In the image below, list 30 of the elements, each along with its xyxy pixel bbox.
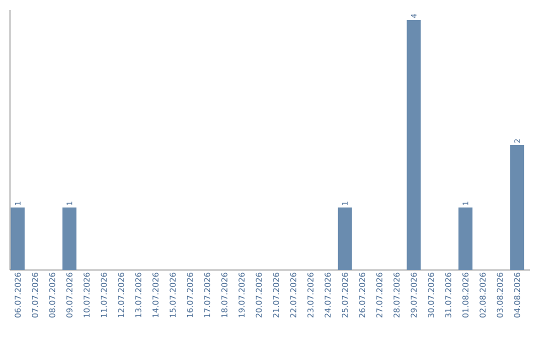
x-tick-label: 10.07.2026: [84, 272, 90, 318]
x-tick-label: 07.07.2026: [32, 272, 38, 318]
x-tick-label: 20.07.2026: [256, 272, 262, 318]
x-tick-label: 27.07.2026: [376, 272, 382, 318]
x-tick-label: 16.07.2026: [186, 272, 193, 318]
x-tick-label: 25.07.2026: [342, 272, 348, 318]
x-tick-label: 29.07.2026: [410, 272, 417, 318]
x-tick-label: 14.07.2026: [152, 272, 159, 318]
x-tick-label: 06.07.2026: [14, 272, 21, 318]
x-tick-label: 17.07.2026: [204, 272, 210, 318]
x-tick-label: 09.07.2026: [66, 272, 72, 318]
x-tick-label: 03.08.2026: [496, 272, 503, 318]
x-tick-label: 23.07.2026: [307, 272, 314, 318]
x-tick-label: 04.08.2026: [514, 272, 520, 318]
x-tick-label: 11.07.2026: [100, 272, 107, 318]
x-tick-label: 22.07.2026: [290, 272, 296, 318]
x-tick-label: 28.07.2026: [394, 272, 400, 318]
x-tick-label: 15.07.2026: [170, 272, 176, 318]
x-tick-label: 18.07.2026: [221, 272, 228, 318]
x-tick-label: 31.07.2026: [445, 272, 452, 318]
x-tick-label: 12.07.2026: [118, 272, 124, 318]
x-tick-label: 24.07.2026: [324, 272, 331, 318]
x-tick-label: 02.08.2026: [480, 272, 486, 318]
x-tick-label: 08.07.2026: [49, 272, 56, 318]
x-tick-label: 01.08.2026: [462, 272, 468, 318]
x-tick-label: 30.07.2026: [428, 272, 434, 318]
x-tick-label: 21.07.2026: [273, 272, 280, 318]
x-tick-label: 13.07.2026: [135, 272, 142, 318]
x-tick-label: 26.07.2026: [359, 272, 366, 318]
x-tick-label: 19.07.2026: [238, 272, 245, 318]
